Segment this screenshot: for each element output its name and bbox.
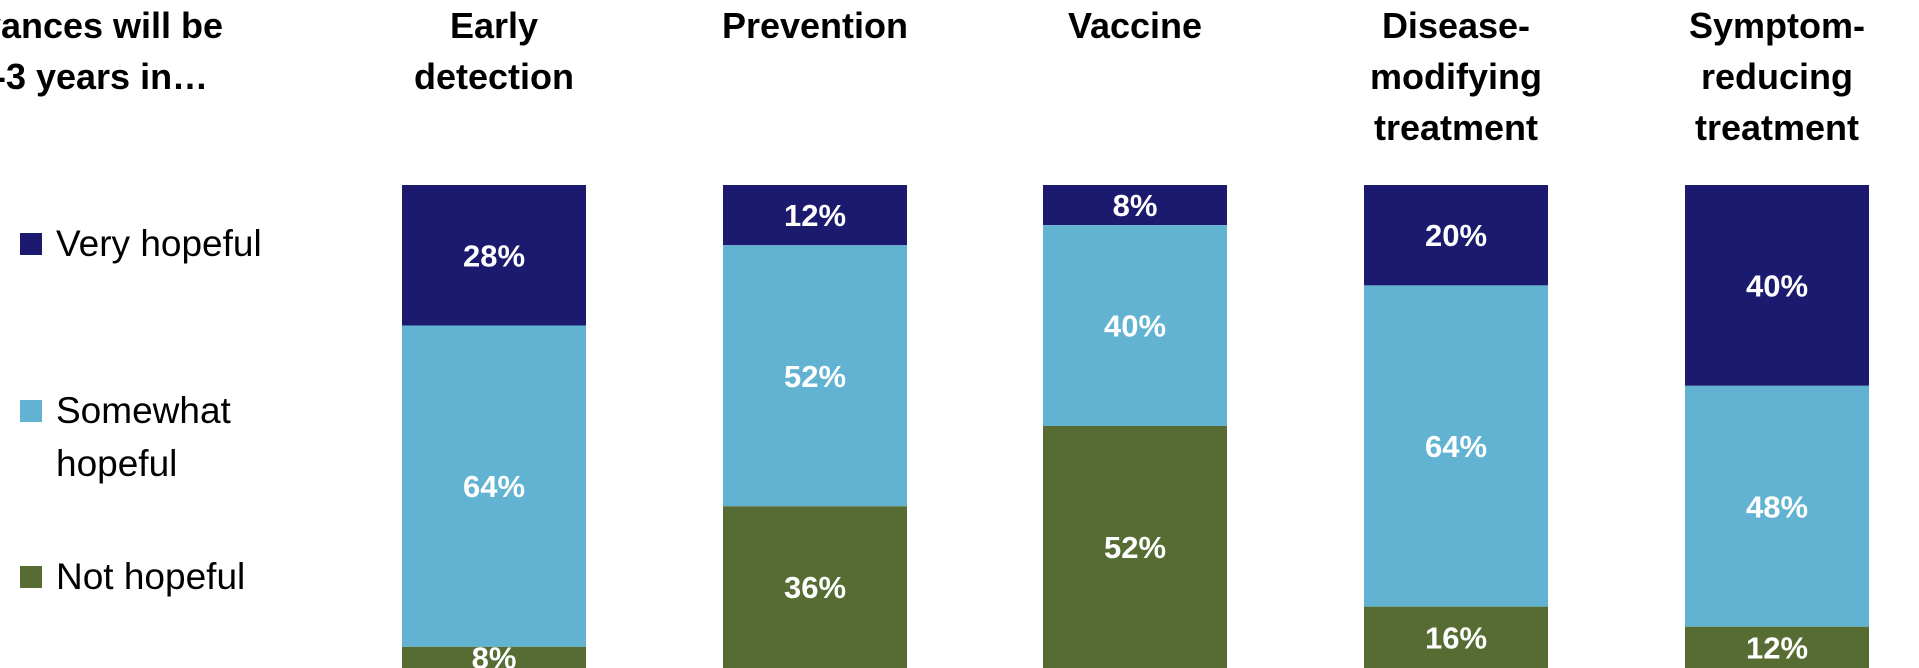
category-3-heading-line-1: Vaccine [1067,5,1203,46]
data-label-somewhat-hopeful-1: 64% [463,469,525,504]
category-1-heading-line-2: detection [413,56,574,97]
data-label-very-hopeful-2: 12% [784,198,846,233]
bar-segment-not-hopeful-2 [723,506,907,668]
legend-swatch-not-hopeful [20,566,42,588]
data-label-very-hopeful-1: 28% [463,238,525,273]
data-label-not-hopeful-4: 16% [1425,620,1487,655]
data-label-somewhat-hopeful-4: 64% [1425,429,1487,464]
data-label-very-hopeful-3: 8% [1113,188,1158,223]
bar-segment-very-hopeful-5 [1685,185,1869,386]
bar-segment-not-hopeful-1 [402,646,586,668]
legend-item-somewhat-hopeful: Somewhat hopeful [20,384,286,490]
data-label-not-hopeful-3: 52% [1104,530,1166,565]
legend-label-very-hopeful: Very hopeful [56,223,262,264]
legend-label-somewhat-hopeful: Somewhat hopeful [56,390,231,484]
category-2-heading-line-1: Prevention [721,5,909,46]
bar-segment-somewhat-hopeful-4 [1364,285,1548,607]
data-label-not-hopeful-5: 12% [1746,630,1808,665]
data-label-somewhat-hopeful-2: 52% [784,359,846,394]
category-4-heading-line-2: modifying [1370,56,1542,97]
data-label-very-hopeful-4: 20% [1425,218,1487,253]
category-5-heading-line-3: treatment [1694,107,1860,148]
category-2-heading: Prevention [665,0,965,51]
bar-segment-somewhat-hopeful-3 [1043,225,1227,426]
bar-segment-very-hopeful-2 [723,185,907,246]
category-4-heading-line-1: Disease- [1381,5,1531,46]
category-4-heading-line-3: treatment [1373,107,1539,148]
legend-label-not-hopeful: Not hopeful [56,556,246,597]
legend-item-not-hopeful: Not hopeful [20,550,286,603]
bar-segment-not-hopeful-3 [1043,425,1227,668]
category-3-heading: Vaccine [985,0,1285,51]
data-label-somewhat-hopeful-5: 48% [1746,489,1808,524]
bar-segment-somewhat-hopeful-1 [402,325,586,647]
bar-segment-not-hopeful-5 [1685,626,1869,668]
bar-segment-somewhat-hopeful-2 [723,245,907,507]
category-4-heading: Disease-modifying treatment [1306,0,1606,153]
bar-segment-somewhat-hopeful-5 [1685,385,1869,627]
bar-segment-very-hopeful-4 [1364,185,1548,286]
bar-segment-very-hopeful-1 [402,185,586,326]
data-label-somewhat-hopeful-3: 40% [1104,309,1166,344]
bar-segment-very-hopeful-3 [1043,185,1227,226]
data-label-not-hopeful-2: 36% [784,570,846,605]
data-label-very-hopeful-5: 40% [1746,268,1808,303]
legend-swatch-very-hopeful [20,233,42,255]
category-1-heading-line-1: Early [449,5,539,46]
left-heading-line-2: 2-3 years in… [0,56,209,97]
category-5-heading: Symptom-reducing treatment [1627,0,1919,153]
bar-segment-not-hopeful-4 [1364,606,1548,668]
category-5-heading-line-1: Symptom- [1688,5,1865,46]
category-5-heading-line-2: reducing [1700,56,1853,97]
left-heading: dvances will be 2-3 years in… [0,0,284,102]
legend-swatch-somewhat-hopeful [20,400,42,422]
category-1-heading: Early detection [344,0,644,102]
legend-item-very-hopeful: Very hopeful [20,217,286,270]
data-label-not-hopeful-1: 8% [472,640,517,668]
left-heading-line-1: dvances will be [0,5,224,46]
